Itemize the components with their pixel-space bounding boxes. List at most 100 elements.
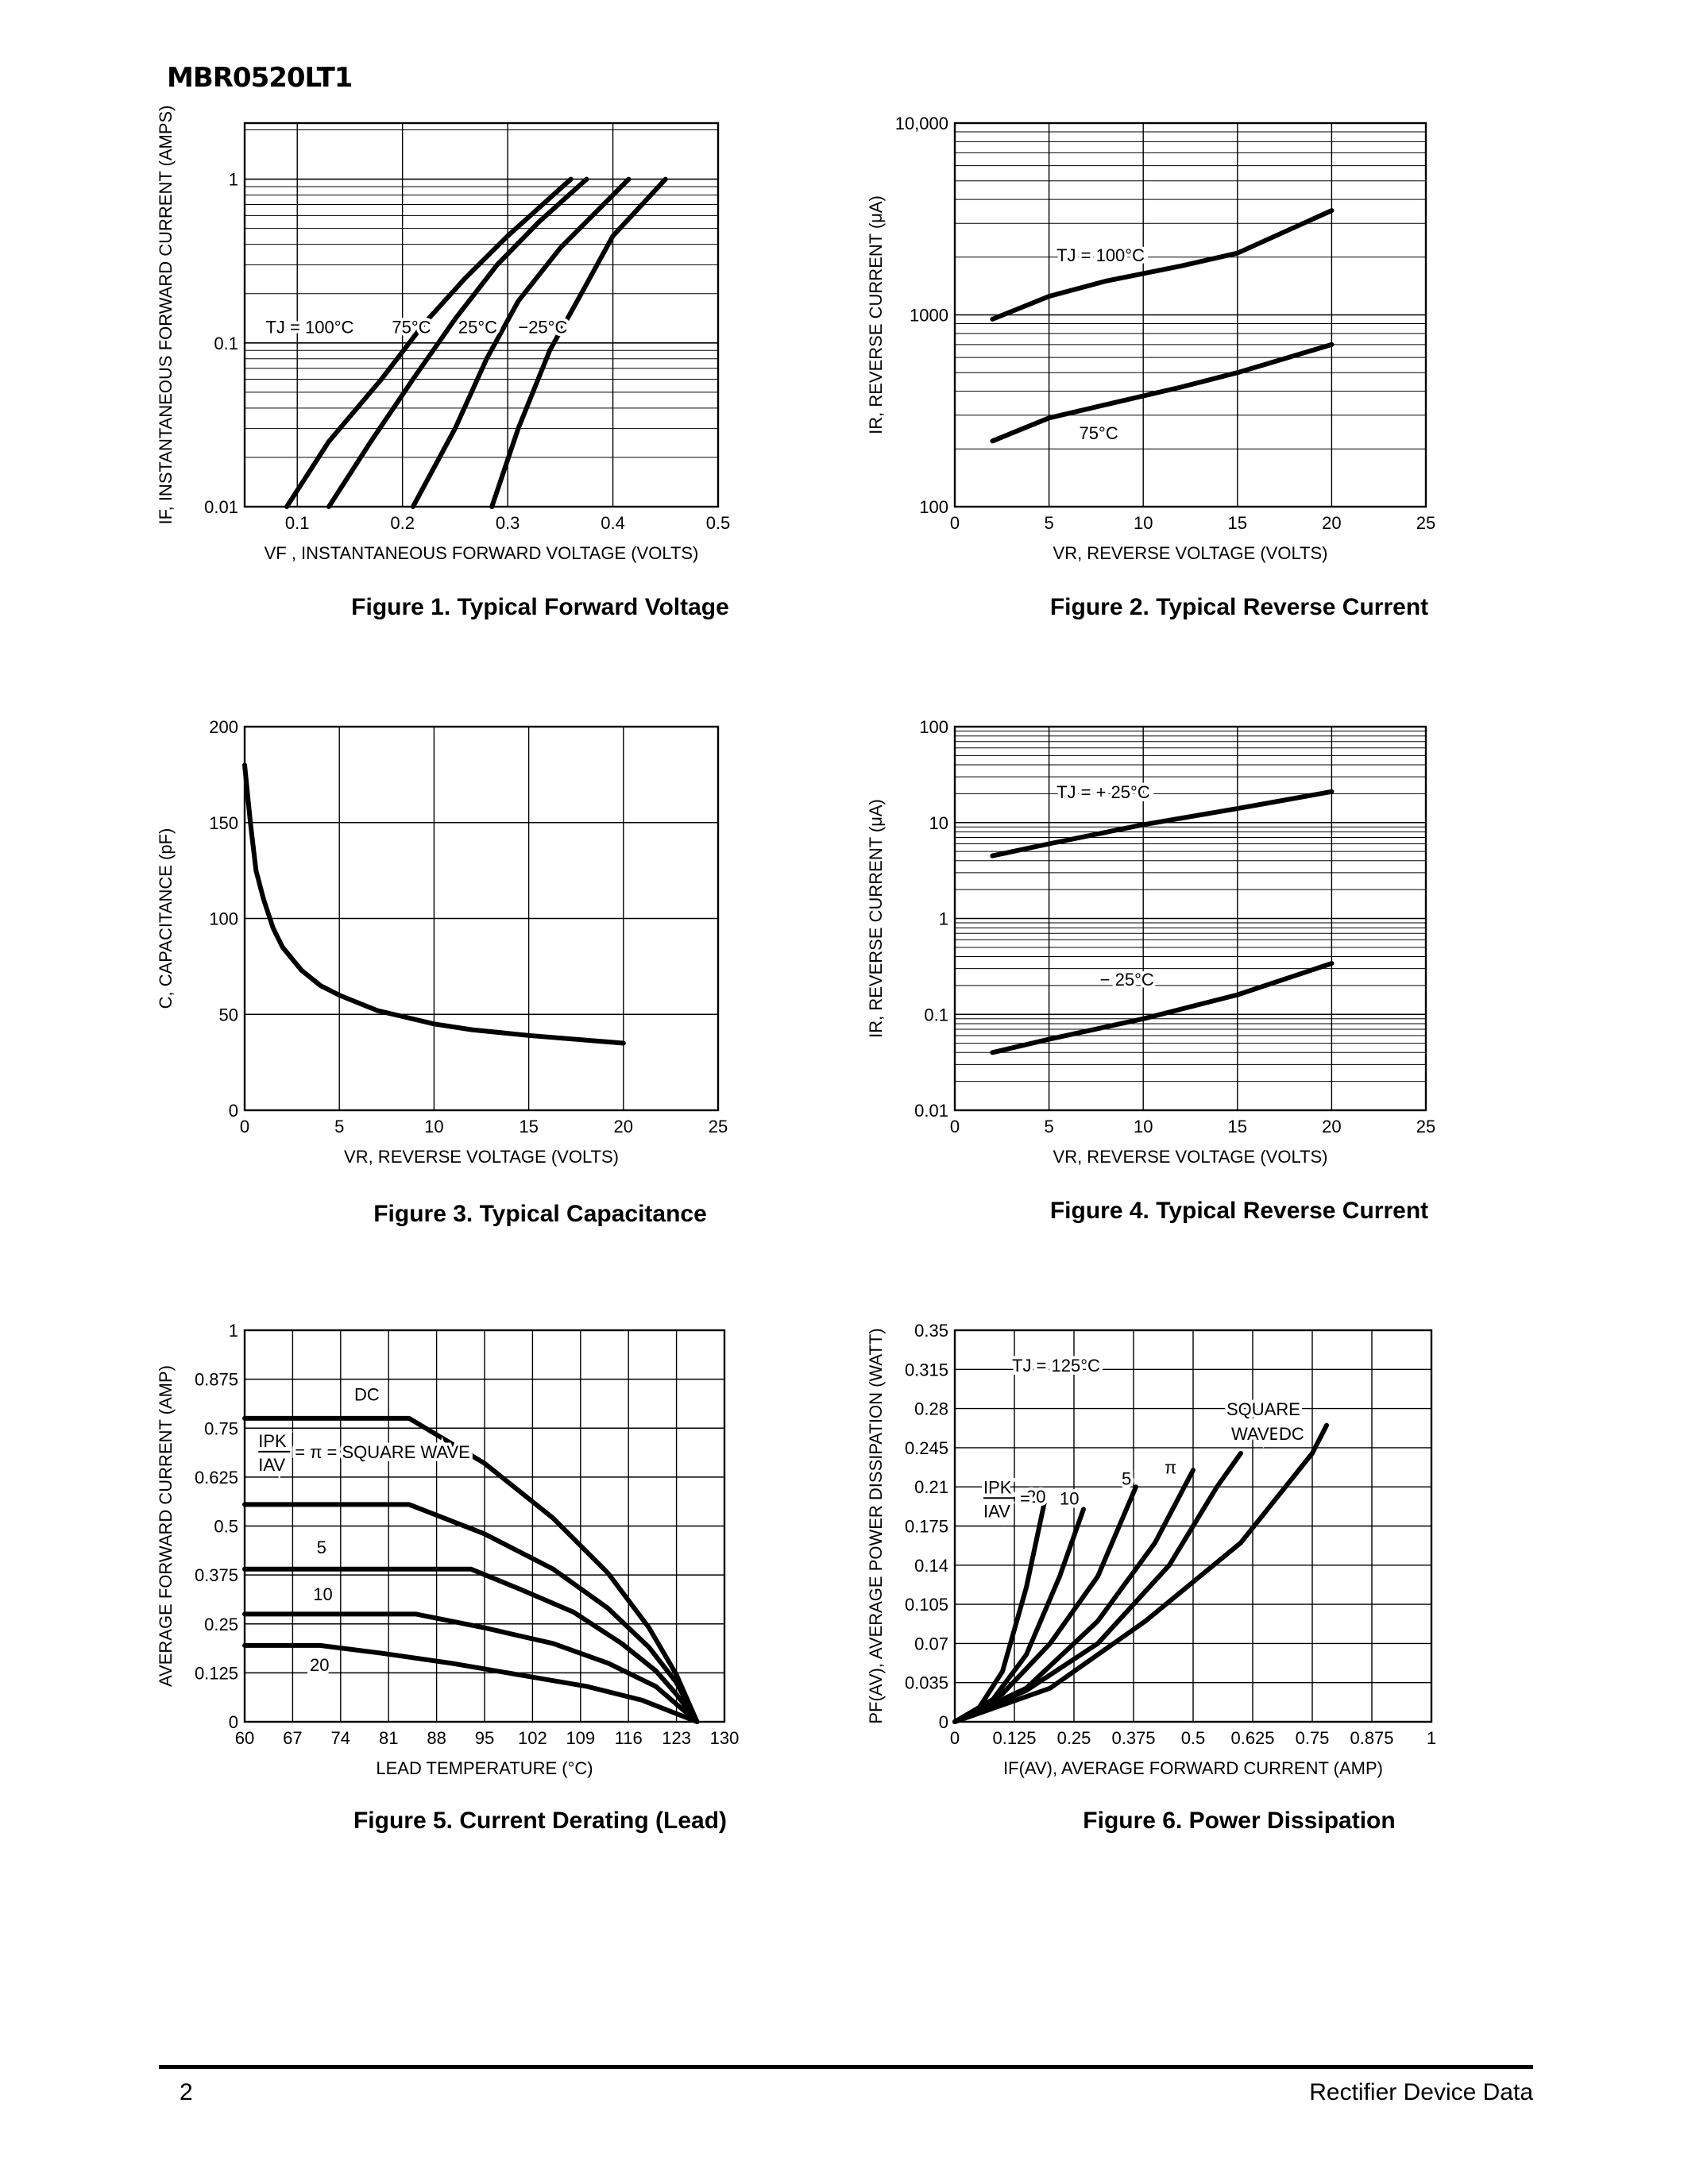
y-tick-label: 0.125 (195, 1663, 238, 1683)
y-tick-label: 0.28 (914, 1399, 948, 1419)
page-number: 2 (180, 2079, 193, 2105)
y-axis-label: PF(AV), AVERAGE POWER DISSIPATION (WATT) (866, 1328, 886, 1723)
plot-frame (953, 725, 1427, 1112)
curve-annotation: DC (354, 1385, 380, 1405)
y-tick-label: 0.01 (204, 497, 238, 517)
series-line (242, 1502, 700, 1724)
y-tick-label: 0.245 (905, 1438, 948, 1458)
curve-annotation: 10 (313, 1584, 332, 1604)
figure-5-caption: Figure 5. Current Derating (Lead) (353, 1808, 728, 1834)
y-tick-label: 0.25 (204, 1615, 238, 1634)
x-tick-label: 0.5 (1181, 1728, 1206, 1748)
x-tick-label: 102 (518, 1728, 547, 1748)
x-tick-label: 0.125 (992, 1728, 1036, 1748)
y-tick-label: 0.1 (214, 334, 238, 353)
x-axis-label: VR, REVERSE VOLTAGE (VOLTS) (1053, 1147, 1328, 1167)
fraction-denominator: IAV (983, 1501, 1010, 1521)
x-tick-label: 123 (662, 1728, 691, 1748)
plot-frame (953, 1329, 1433, 1723)
series-line (326, 176, 589, 509)
figure-6-chart: 0 0.125 0.25 0.375 0.5 0.625 0.75 0.875 100.0350… (866, 1321, 1436, 1778)
fraction-text: = π = SQUARE WAVE (295, 1442, 470, 1462)
curve-annotation: π (1165, 1457, 1176, 1477)
y-tick-label: 0.01 (914, 1101, 948, 1121)
x-tick-label: 74 (331, 1728, 350, 1748)
x-tick-label: 25 (1416, 513, 1435, 533)
figure-2-caption: Figure 2. Typical Reverse Current (1049, 594, 1429, 620)
x-tick-label: 5 (1044, 513, 1053, 533)
y-tick-label: 10 (929, 813, 948, 833)
y-tick-label: 1 (939, 909, 948, 929)
series-line (242, 1642, 700, 1724)
y-tick-label: 100 (919, 717, 948, 737)
x-tick-label: 0 (950, 1117, 960, 1136)
y-tick-label: 10,000 (895, 114, 948, 133)
figure-1-caption: Figure 1. Typical Forward Voltage (351, 594, 729, 620)
curve-annotation: TJ = 100°C (265, 317, 353, 337)
y-tick-label: 0.375 (195, 1565, 238, 1585)
y-axis-label: IR, REVERSE CURRENT (μA) (866, 195, 886, 434)
curve-annotation: 10 (1060, 1489, 1079, 1509)
x-tick-label: 130 (710, 1728, 740, 1748)
x-tick-label: 15 (519, 1117, 538, 1136)
y-axis-label: AVERAGE FORWARD CURRENT (AMP) (156, 1365, 176, 1687)
curve-annotation: 25°C (458, 317, 497, 337)
y-tick-label: 1000 (910, 306, 948, 326)
x-tick-label: 15 (1228, 1117, 1247, 1136)
x-tick-label: 109 (566, 1728, 595, 1748)
curve-annotation: 20 (1026, 1487, 1045, 1507)
series-line (990, 789, 1335, 859)
y-tick-label: 1 (229, 1321, 238, 1341)
fraction-numerator: IPK (258, 1431, 287, 1451)
series-line (242, 1611, 700, 1724)
figure-2-chart: 0 5 10 15 20 25 100 1000 10,000 VR, REVERSE VOLTA… (866, 114, 1435, 563)
x-tick-label: 20 (614, 1117, 633, 1136)
y-tick-label: 0.14 (914, 1556, 948, 1576)
ipk-iav-fraction: IPK IAV = (980, 1474, 1033, 1524)
x-tick-label: 0.2 (390, 513, 415, 533)
x-tick-label: 0.3 (496, 513, 520, 533)
x-tick-label: 60 (235, 1728, 254, 1748)
y-tick-label: 100 (209, 909, 238, 929)
y-axis-label: C, CAPACITANCE (pF) (156, 828, 176, 1009)
curve-annotation: 75°C (392, 317, 431, 337)
x-tick-label: 116 (615, 1728, 643, 1748)
x-tick-label: 20 (1322, 513, 1341, 533)
y-tick-label: 0.5 (214, 1517, 238, 1537)
fraction-text: = (1020, 1488, 1030, 1508)
x-tick-label: 5 (334, 1117, 344, 1136)
series-line (242, 1415, 700, 1724)
y-tick-label: 0.1 (924, 1005, 948, 1024)
y-tick-label: 150 (209, 813, 238, 833)
x-axis-label: VR, REVERSE VOLTAGE (VOLTS) (1053, 543, 1328, 563)
figure-5-chart: 60 67 74 81 88 95 102 109 116 123 130 0 0.125 0.25 0.3… (156, 1321, 740, 1778)
x-tick-label: 10 (1134, 1117, 1153, 1136)
x-tick-label: 88 (427, 1728, 446, 1748)
series-line (242, 762, 626, 1046)
curve-annotation: DC (1279, 1424, 1304, 1444)
x-axis-label: LEAD TEMPERATURE (°C) (376, 1758, 593, 1778)
ipk-iav-fraction: IPK IAV = π = SQUARE WAVE (255, 1428, 473, 1478)
x-tick-label: 0 (950, 513, 960, 533)
figure-4-caption: Figure 4. Typical Reverse Current (1049, 1198, 1429, 1224)
y-tick-label: 0.315 (905, 1360, 948, 1379)
y-tick-label: 0.035 (905, 1673, 948, 1693)
x-tick-label: 0 (950, 1728, 960, 1748)
curve-annotation: WAVE (1231, 1424, 1280, 1444)
x-tick-label: 25 (1416, 1117, 1435, 1136)
y-tick-label: 0.175 (905, 1517, 948, 1537)
x-axis-label: VR, REVERSE VOLTAGE (VOLTS) (344, 1147, 619, 1167)
figure-4-chart: 0 5 10 15 20 25 0.01 0.1 1 10 100 VR, REVERSE VOLTA… (866, 717, 1435, 1167)
curve-annotation: SQUARE (1226, 1399, 1300, 1419)
y-tick-label: 0 (229, 1712, 238, 1732)
curve-annotation: − 25°C (1100, 970, 1154, 990)
x-tick-label: 0.625 (1230, 1728, 1274, 1748)
series-line (952, 1450, 1243, 1724)
series-line (284, 176, 574, 509)
y-tick-label: 1 (229, 170, 238, 190)
y-tick-label: 0 (229, 1101, 238, 1121)
plot-frame (243, 1329, 726, 1723)
y-tick-label: 0.105 (905, 1595, 948, 1615)
x-axis-label: VF , INSTANTANEOUS FORWARD VOLTAGE (VOLT… (265, 543, 699, 563)
x-tick-label: 0.25 (1057, 1728, 1091, 1748)
